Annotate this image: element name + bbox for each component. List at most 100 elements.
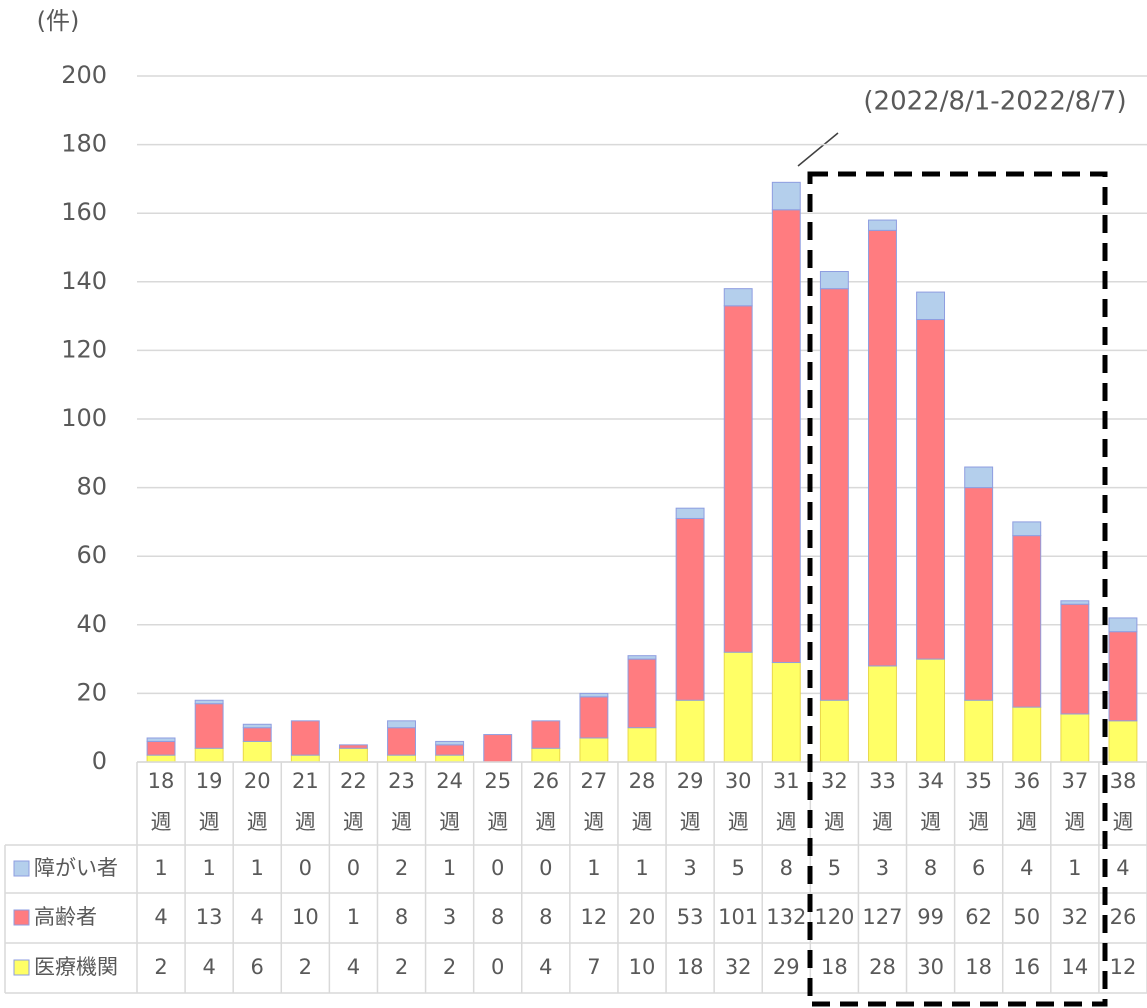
bar-segment [771,662,801,763]
bar-segment [194,703,224,749]
bar-segment [338,744,368,749]
table-value: 1 [202,856,215,880]
x-tick-label: 32 週 [821,769,848,834]
bar-segment [387,720,416,729]
bar-segment [387,727,416,756]
table-value: 2 [395,856,408,880]
x-tick-label: 18 週 [148,769,175,834]
table-value: 127 [862,905,902,929]
bar-segment [242,727,272,742]
bar-segment [1012,535,1042,708]
table-value: 5 [828,856,841,880]
bar-segment [435,740,465,746]
bar-segment [387,754,416,763]
table-value: 101 [718,905,758,929]
table-value: 12 [1110,955,1137,979]
bar-segment [627,655,657,660]
bar-segment [964,466,994,489]
table-value: 8 [780,856,793,880]
bar-segment [627,658,657,729]
bar-segment [1060,713,1090,763]
bar-segment [868,229,897,667]
table-value: 2 [299,955,312,979]
table-value: 1 [154,856,167,880]
legend-swatch [13,959,30,976]
table-value: 4 [1116,856,1129,880]
table-value: 6 [251,955,264,979]
y-tick-label: 120 [61,335,107,363]
bar-segment [627,727,657,763]
table-value: 4 [1020,856,1033,880]
bar-segment [194,699,224,705]
table-value: 10 [629,955,656,979]
table-value: 13 [196,905,223,929]
bar-segment [916,319,946,660]
table-value: 3 [876,856,889,880]
x-tick-label: 27 週 [581,769,608,834]
bar-segment [242,740,272,763]
table-value: 5 [732,856,745,880]
x-tick-label: 21 週 [292,769,319,834]
table-value: 0 [539,856,552,880]
bar-segment [194,747,224,763]
table-value: 6 [972,856,985,880]
table-value: 20 [629,905,656,929]
bar-segment [916,658,946,763]
x-tick-label: 26 週 [532,769,559,834]
table-value: 4 [539,955,552,979]
table-value: 4 [347,955,360,979]
table-value: 1 [635,856,648,880]
bar-segment [435,754,465,763]
bar-segment [1108,720,1138,763]
bar-segment [723,288,753,307]
table-value: 62 [965,905,992,929]
x-tick-label: 23 週 [388,769,415,834]
x-tick-label: 34 週 [917,769,944,834]
bar-segment [868,219,897,231]
table-value: 18 [965,955,992,979]
table-value: 32 [1061,905,1088,929]
highlight-box [807,171,1108,1007]
y-tick-label: 140 [61,267,107,295]
y-axis-label: (件) [37,7,80,35]
x-tick-label: 30 週 [725,769,752,834]
bar-segment [146,737,176,742]
x-tick-label: 33 週 [869,769,896,834]
table-value: 3 [683,856,696,880]
table-value: 120 [814,905,854,929]
bar-segment [579,692,609,698]
table-value: 14 [1061,955,1088,979]
bar-segment [146,740,176,756]
annotation-leader [797,132,839,167]
table-value: 0 [491,856,504,880]
table-value: 29 [773,955,800,979]
table-value: 1 [1068,856,1081,880]
bar-segment [771,181,801,211]
table-value: 1 [347,905,360,929]
x-tick-label: 25 週 [484,769,511,834]
x-tick-label: 24 週 [436,769,463,834]
y-tick-label: 200 [61,61,107,89]
bar-segment [338,747,368,763]
bar-segment [675,507,705,519]
table-value: 2 [443,955,456,979]
y-tick-label: 60 [76,541,107,569]
table-value: 4 [202,955,215,979]
bar-segment [531,747,561,763]
bar-segment [1012,706,1042,763]
legend-label: 高齢者 [34,905,97,929]
bar-segment [483,734,513,763]
x-tick-label: 28 週 [629,769,656,834]
legend-swatch [13,909,30,926]
x-tick-label: 29 週 [677,769,704,834]
bar-segment [819,271,849,290]
table-value: 18 [821,955,848,979]
table-value: 8 [539,905,552,929]
table-value: 99 [917,905,944,929]
table-value: 26 [1110,905,1137,929]
bar-segment [1060,600,1090,605]
bar-segment [964,487,994,701]
y-tick-label: 180 [61,130,107,158]
